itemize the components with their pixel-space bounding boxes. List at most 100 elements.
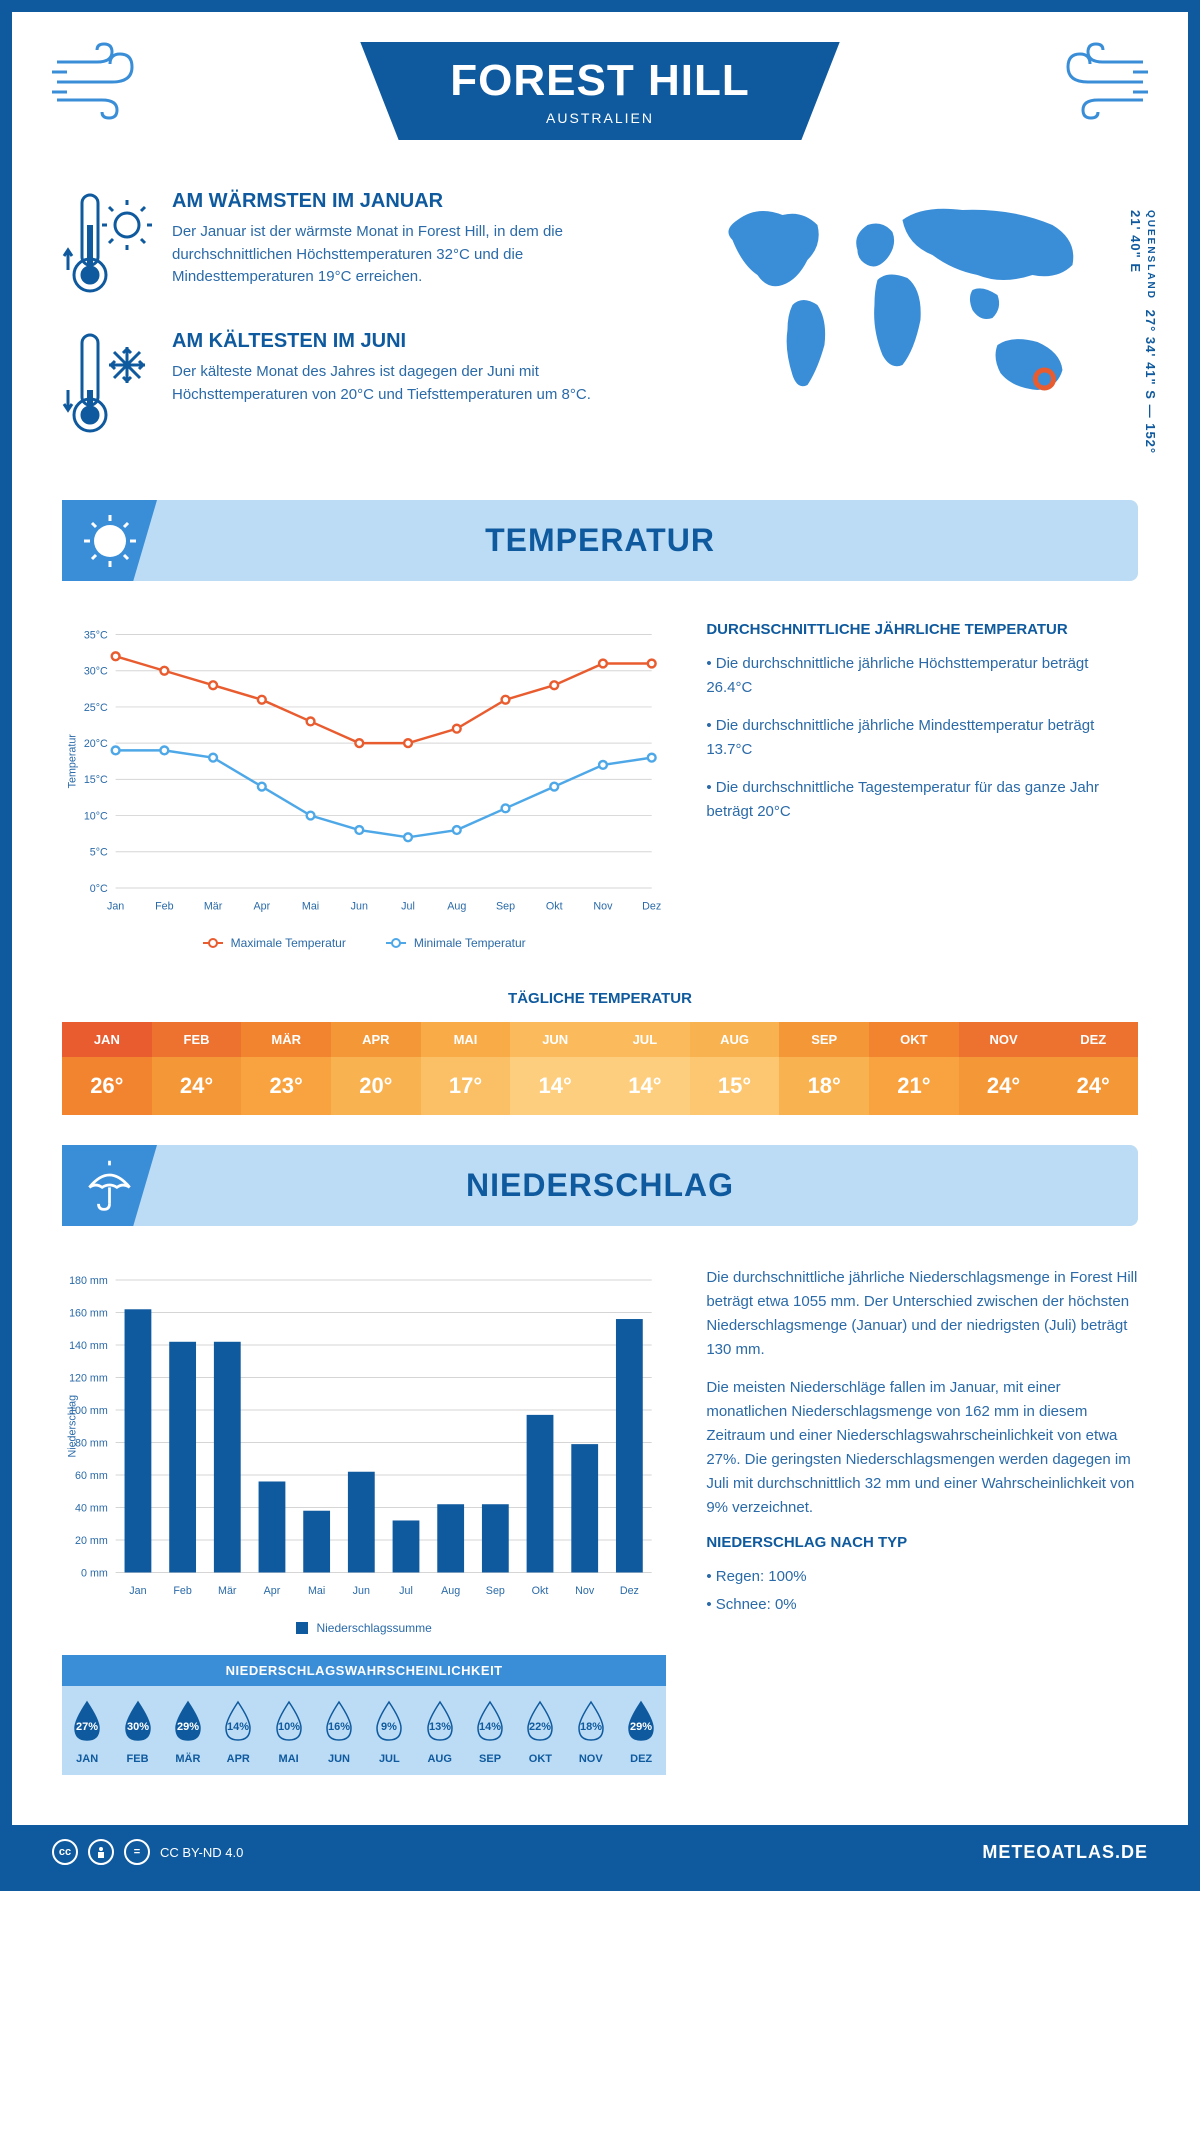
latitude: 27° 34' 41" S	[1143, 310, 1158, 400]
drop-cell: 22%OKT	[515, 1700, 565, 1765]
page-header: FOREST HILL AUSTRALIEN	[12, 12, 1188, 160]
svg-text:29%: 29%	[630, 1721, 652, 1733]
precip-rain: • Regen: 100%	[706, 1565, 1138, 1589]
precipitation-bar-chart: 0 mm20 mm40 mm60 mm80 mm100 mm120 mm140 …	[62, 1266, 666, 1606]
drop-cell: 14%APR	[213, 1700, 263, 1765]
drop-cell: 16%JUN	[314, 1700, 364, 1765]
month-cell: JUN14°	[510, 1022, 600, 1115]
drop-cell: 14%SEP	[465, 1700, 515, 1765]
svg-text:15°C: 15°C	[84, 774, 108, 786]
license-block: cc = CC BY-ND 4.0	[52, 1839, 243, 1865]
temperature-description: DURCHSCHNITTLICHE JÄHRLICHE TEMPERATUR •…	[706, 621, 1138, 950]
svg-text:Jun: Jun	[351, 900, 368, 912]
svg-text:60 mm: 60 mm	[75, 1470, 108, 1482]
svg-text:Feb: Feb	[155, 900, 174, 912]
legend-max-label: Maximale Temperatur	[231, 936, 346, 950]
umbrella-icon	[82, 1158, 137, 1213]
sun-icon-box	[62, 500, 157, 581]
svg-text:Apr: Apr	[253, 900, 270, 912]
svg-text:0°C: 0°C	[90, 883, 108, 895]
svg-text:Dez: Dez	[642, 900, 661, 912]
svg-text:160 mm: 160 mm	[69, 1307, 108, 1319]
temp-bullet-1: • Die durchschnittliche jährliche Höchst…	[706, 652, 1138, 700]
drop-cell: 29%DEZ	[616, 1700, 666, 1765]
svg-text:80 mm: 80 mm	[75, 1437, 108, 1449]
svg-text:Dez: Dez	[620, 1585, 639, 1597]
wind-icon-left	[52, 42, 152, 122]
svg-text:Nov: Nov	[593, 900, 613, 912]
svg-text:Sep: Sep	[486, 1585, 505, 1597]
coldest-title: AM KÄLTESTEN IM JUNI	[172, 330, 627, 353]
page-footer: cc = CC BY-ND 4.0 METEOATLAS.DE	[12, 1825, 1188, 1879]
warmest-fact: AM WÄRMSTEN IM JANUAR Der Januar ist der…	[62, 190, 627, 300]
svg-text:Nov: Nov	[575, 1585, 595, 1597]
month-cell: DEZ24°	[1048, 1022, 1138, 1115]
month-cell: JUL14°	[600, 1022, 690, 1115]
drop-cell: 29%MÄR	[163, 1700, 213, 1765]
svg-text:Sep: Sep	[496, 900, 515, 912]
thermometer-cold-icon	[62, 330, 152, 440]
svg-text:Mai: Mai	[302, 900, 319, 912]
drop-cell: 27%JAN	[62, 1700, 112, 1765]
svg-text:Jan: Jan	[129, 1585, 146, 1597]
svg-text:30°C: 30°C	[84, 666, 108, 678]
temp-desc-title: DURCHSCHNITTLICHE JÄHRLICHE TEMPERATUR	[706, 621, 1138, 638]
month-cell: MAI17°	[421, 1022, 511, 1115]
coldest-desc: Der kälteste Monat des Jahres ist dagege…	[172, 361, 627, 406]
svg-text:120 mm: 120 mm	[69, 1372, 108, 1384]
svg-text:Niederschlag: Niederschlag	[67, 1395, 79, 1458]
drop-cell: 9%JUL	[364, 1700, 414, 1765]
legend-max: .legend span:nth-child(1) .legend-marker…	[203, 936, 346, 950]
world-map-block: QUEENSLAND 27° 34' 41" S — 152° 21' 40" …	[667, 190, 1138, 470]
brand-text: METEOATLAS.DE	[982, 1842, 1148, 1863]
svg-text:30%: 30%	[127, 1721, 149, 1733]
svg-text:14%: 14%	[227, 1721, 249, 1733]
coldest-fact: AM KÄLTESTEN IM JUNI Der kälteste Monat …	[62, 330, 627, 440]
precipitation-section-header: NIEDERSCHLAG	[62, 1145, 1138, 1226]
svg-text:140 mm: 140 mm	[69, 1340, 108, 1352]
temperature-legend: .legend span:nth-child(1) .legend-marker…	[62, 936, 666, 950]
svg-text:20 mm: 20 mm	[75, 1535, 108, 1547]
by-icon	[88, 1839, 114, 1865]
precip-type-title: NIEDERSCHLAG NACH TYP	[706, 1534, 1138, 1551]
svg-text:40 mm: 40 mm	[75, 1502, 108, 1514]
svg-text:Jun: Jun	[353, 1585, 370, 1597]
svg-text:14%: 14%	[479, 1721, 501, 1733]
page-subtitle: AUSTRALIEN	[450, 110, 749, 126]
svg-text:5°C: 5°C	[90, 847, 108, 859]
svg-text:Okt: Okt	[546, 900, 563, 912]
svg-text:Jan: Jan	[107, 900, 124, 912]
svg-text:Mär: Mär	[218, 1585, 237, 1597]
svg-text:Aug: Aug	[441, 1585, 460, 1597]
temperature-line-chart: 0°C5°C10°C15°C20°C25°C30°C35°CJanFebMärA…	[62, 621, 666, 921]
svg-text:Okt: Okt	[532, 1585, 549, 1597]
svg-text:Jul: Jul	[401, 900, 415, 912]
temperature-section-header: TEMPERATUR	[62, 500, 1138, 581]
svg-text:Mär: Mär	[204, 900, 223, 912]
sun-icon	[80, 511, 140, 571]
svg-text:Mai: Mai	[308, 1585, 325, 1597]
precipitation-probability: NIEDERSCHLAGSWAHRSCHEINLICHKEIT 27%JAN30…	[62, 1655, 666, 1775]
page-title: FOREST HILL	[450, 56, 749, 106]
drop-cell: 18%NOV	[566, 1700, 616, 1765]
svg-text:Apr: Apr	[264, 1585, 281, 1597]
month-cell: APR20°	[331, 1022, 421, 1115]
month-cell: MÄR23°	[241, 1022, 331, 1115]
svg-text:10°C: 10°C	[84, 810, 108, 822]
svg-text:Feb: Feb	[173, 1585, 192, 1597]
month-cell: FEB24°	[152, 1022, 242, 1115]
svg-text:27%: 27%	[76, 1721, 98, 1733]
month-cell: OKT21°	[869, 1022, 959, 1115]
precipitation-title: NIEDERSCHLAG	[466, 1167, 734, 1204]
precip-para-2: Die meisten Niederschläge fallen im Janu…	[706, 1376, 1138, 1520]
legend-min-label: Minimale Temperatur	[414, 936, 526, 950]
wind-icon-right	[1048, 42, 1148, 122]
daily-temp-title: TÄGLICHE TEMPERATUR	[12, 990, 1188, 1007]
warmest-text: AM WÄRMSTEN IM JANUAR Der Januar ist der…	[172, 190, 627, 300]
precipitation-chart: 0 mm20 mm40 mm60 mm80 mm100 mm120 mm140 …	[62, 1266, 666, 1775]
region-label: QUEENSLAND	[1145, 210, 1156, 300]
daily-temperature-strip: JAN26°FEB24°MÄR23°APR20°MAI17°JUN14°JUL1…	[62, 1022, 1138, 1115]
drop-cell: 13%AUG	[415, 1700, 465, 1765]
svg-text:16%: 16%	[328, 1721, 350, 1733]
precipitation-legend: Niederschlagssumme	[62, 1621, 666, 1635]
